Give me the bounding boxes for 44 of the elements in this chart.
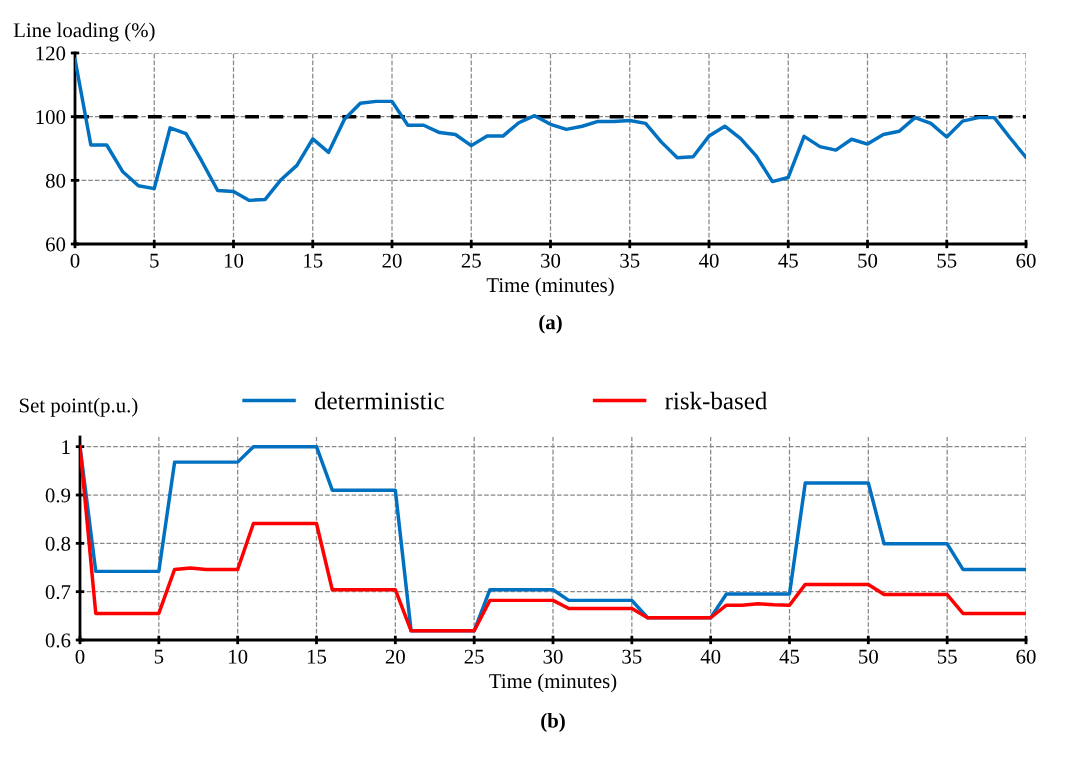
x-tick-label: 25 [464,649,484,664]
y-axis-title: Set point(p.u.) [19,397,138,417]
x-tick-label: 60 [1016,649,1036,664]
x-tick-label: 15 [304,253,323,268]
y-tick-label: 0.6 [45,633,71,648]
x-tick-label: 50 [858,253,878,268]
y-tick-label: 100 [36,110,66,125]
line-series [75,57,1026,203]
x-tick-label: 30 [543,649,563,664]
x-tick-label: 25 [461,253,481,268]
x-tick-label: 45 [779,649,800,664]
y-tick-label: 0.9 [45,488,71,503]
x-tick-label: 55 [937,649,957,664]
x-tick-label: 10 [229,649,248,664]
x-tick-label: 10 [224,253,244,268]
x-tick-label: 60 [1016,253,1036,268]
x-tick-label: 5 [154,649,164,664]
x-tick-label: 45 [778,253,798,268]
x-tick-label: 40 [700,649,721,664]
x-tick-label: 35 [620,253,640,268]
x-tick-label: 30 [541,253,561,268]
x-tick-label: 0 [70,253,80,268]
y-tick-label: 120 [36,46,66,61]
y-tick-label: 1 [62,440,70,454]
legend-label: deterministic [314,391,444,410]
x-tick-label: 50 [859,649,878,664]
legend-label: risk-based [665,391,768,410]
y-tick-label: 0.7 [45,585,71,600]
text: (a) [539,314,562,334]
x-tick-label: 55 [937,253,957,268]
x-tick-label: 0 [75,649,85,664]
x-tick-label: 5 [150,253,159,268]
y-tick-label: 60 [46,237,66,252]
x-tick-label: 15 [307,649,327,664]
x-tick-label: 20 [385,649,405,664]
x-tick-label: 40 [698,253,719,268]
x-tick-label: 35 [622,649,642,664]
text: (b) [541,713,565,732]
y-axis-title: Line loading (%) [13,22,155,42]
y-tick-label: 0.8 [45,536,71,551]
x-axis-title: Time (minutes) [489,673,617,693]
y-tick-label: 80 [45,173,66,188]
x-tick-label: 20 [382,253,402,268]
x-axis-title: Time (minutes) [486,277,614,297]
